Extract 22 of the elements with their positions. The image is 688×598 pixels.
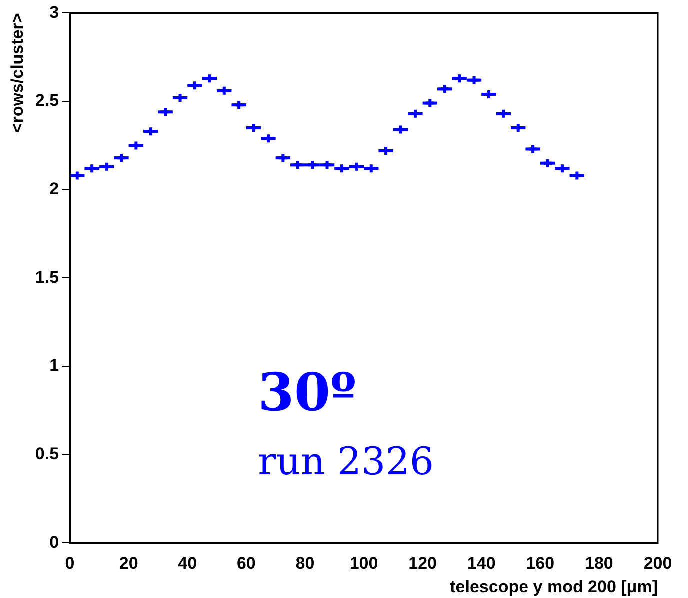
y-axis-title: <rows/cluster> [8, 13, 27, 134]
x-tick-label: 180 [585, 554, 614, 574]
x-tick-label: 200 [644, 554, 672, 574]
y-tick-label: 2.5 [35, 91, 60, 110]
x-tick-label: 120 [408, 554, 437, 574]
y-tick-label: 2 [50, 180, 60, 199]
y-tick-label: 0.5 [35, 444, 60, 464]
x-tick-label: 140 [467, 554, 496, 574]
x-tick-label: 160 [526, 554, 555, 574]
y-tick-label: 1 [50, 356, 60, 376]
x-tick-label: 20 [119, 554, 138, 574]
x-tick-label: 60 [236, 554, 256, 574]
y-tick-label: 1.5 [35, 268, 60, 287]
annotation: run 2326 [258, 439, 434, 484]
x-tick-label: 40 [178, 554, 198, 574]
annotation: 30º [258, 362, 357, 424]
y-tick-label: 0 [50, 532, 60, 552]
x-axis-title: telescope y mod 200 [μm] [450, 577, 658, 596]
x-tick-label: 80 [296, 554, 315, 574]
y-tick-label: 3 [50, 2, 60, 22]
x-tick-label: 0 [65, 554, 75, 574]
x-tick-label: 100 [350, 554, 378, 574]
